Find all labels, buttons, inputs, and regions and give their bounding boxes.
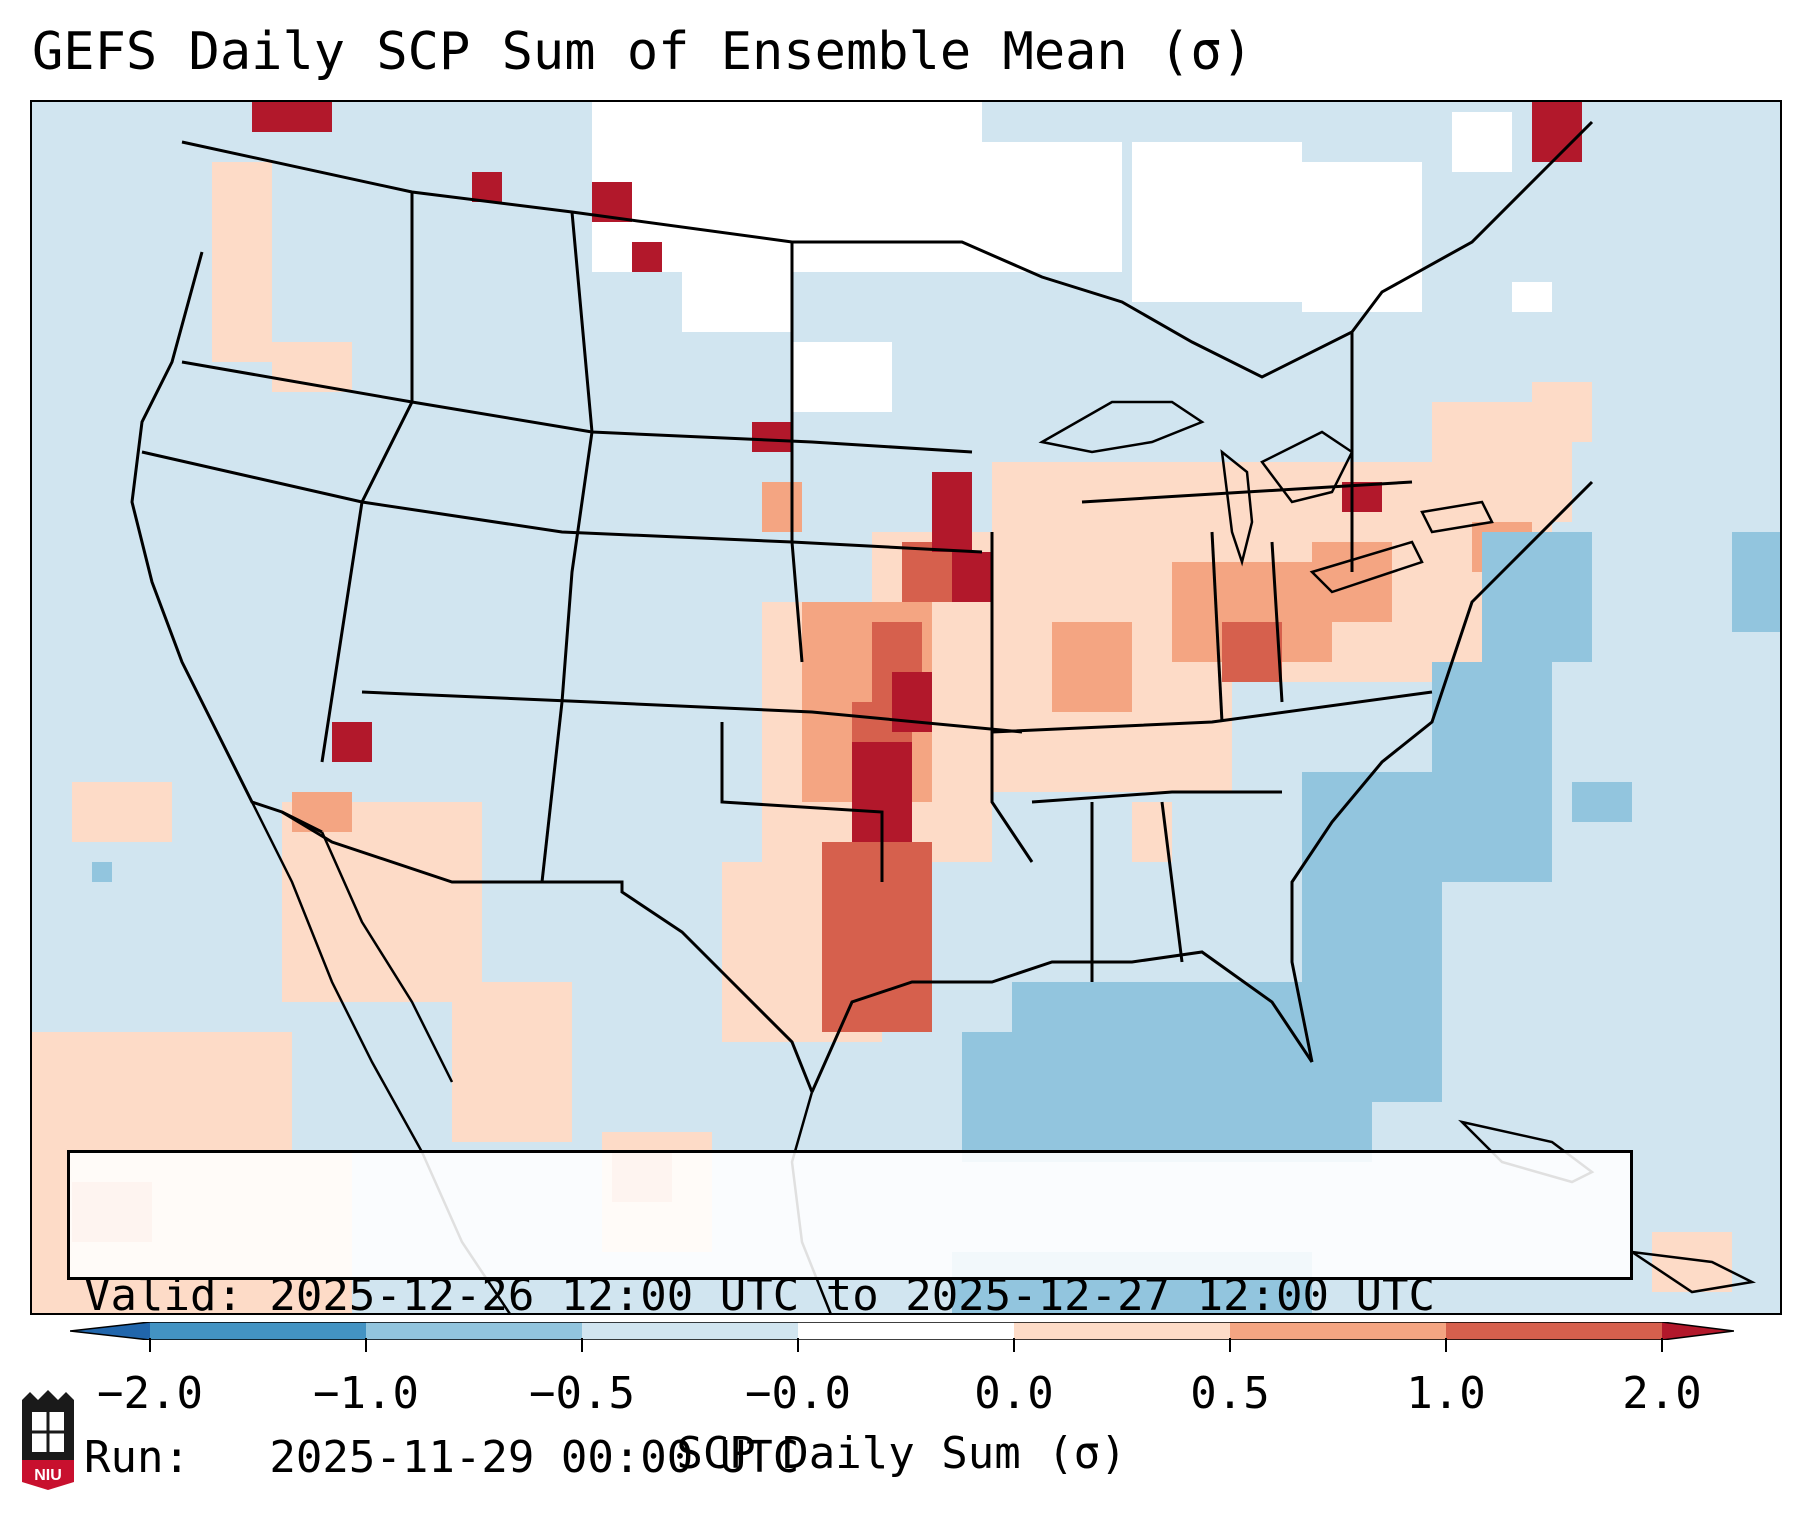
colorbar-segment [1446, 1322, 1662, 1340]
colorbar-tick [1229, 1338, 1231, 1352]
colorbar-segment [1014, 1322, 1230, 1340]
validity-info-box: Valid: 2025-12-26 12:00 UTC to 2025-12-2… [67, 1150, 1633, 1483]
colorbar-label: SCP Daily Sum (σ) [676, 1428, 1127, 1479]
niu-logo-icon: NIU [22, 1390, 74, 1490]
forecast-map [30, 100, 1782, 1315]
colorbar-segment [582, 1322, 798, 1340]
logo-text: NIU [34, 1467, 62, 1484]
valid-time-text: Valid: 2025-12-26 12:00 UTC to 2025-12-2… [84, 1270, 1436, 1321]
colorbar-segment [366, 1322, 582, 1340]
colorbar-tick-label: 0.5 [1190, 1368, 1270, 1419]
colorbar-min-arrow [70, 1322, 150, 1340]
great-lakes [1038, 400, 1494, 594]
colorbar-tick [1013, 1338, 1015, 1352]
colorbar-tick-label: −2.0 [97, 1368, 203, 1419]
colorbar-tick-label: −1.0 [313, 1368, 419, 1419]
colorbar-segment [798, 1322, 1014, 1340]
negative-areas [92, 532, 1780, 1313]
colorbar-tick-label: 0.0 [974, 1368, 1054, 1419]
colorbar-tick-label: −0.5 [529, 1368, 635, 1419]
colorbar-tick-label: 2.0 [1622, 1368, 1702, 1419]
colorbar-tick-label: 1.0 [1406, 1368, 1486, 1419]
colorbar-tick [581, 1338, 583, 1352]
run-time-text: Run: 2025-11-29 00:00 UTC [84, 1432, 800, 1483]
neutral-areas [592, 102, 1552, 412]
colorbar-max-arrow [1662, 1322, 1734, 1340]
map-canvas [32, 102, 1780, 1313]
colorbar-segment [1230, 1322, 1446, 1340]
map-title: GEFS Daily SCP Sum of Ensemble Mean (σ) [32, 22, 1253, 82]
colorbar-tick [797, 1338, 799, 1352]
colorbar-ticks: −2.0 −1.0 −0.5 −0.0 0.0 0.5 1.0 2.0 [0, 1338, 1803, 1419]
colorbar [70, 1322, 1734, 1340]
colorbar-tick [1445, 1338, 1447, 1352]
colorbar-tick [365, 1338, 367, 1352]
colorbar-tick-label: −0.0 [745, 1368, 851, 1419]
state-boundaries [130, 120, 1594, 1093]
colorbar-segment [150, 1322, 366, 1340]
colorbar-tick [149, 1338, 151, 1352]
colorbar-tick [1661, 1338, 1663, 1352]
